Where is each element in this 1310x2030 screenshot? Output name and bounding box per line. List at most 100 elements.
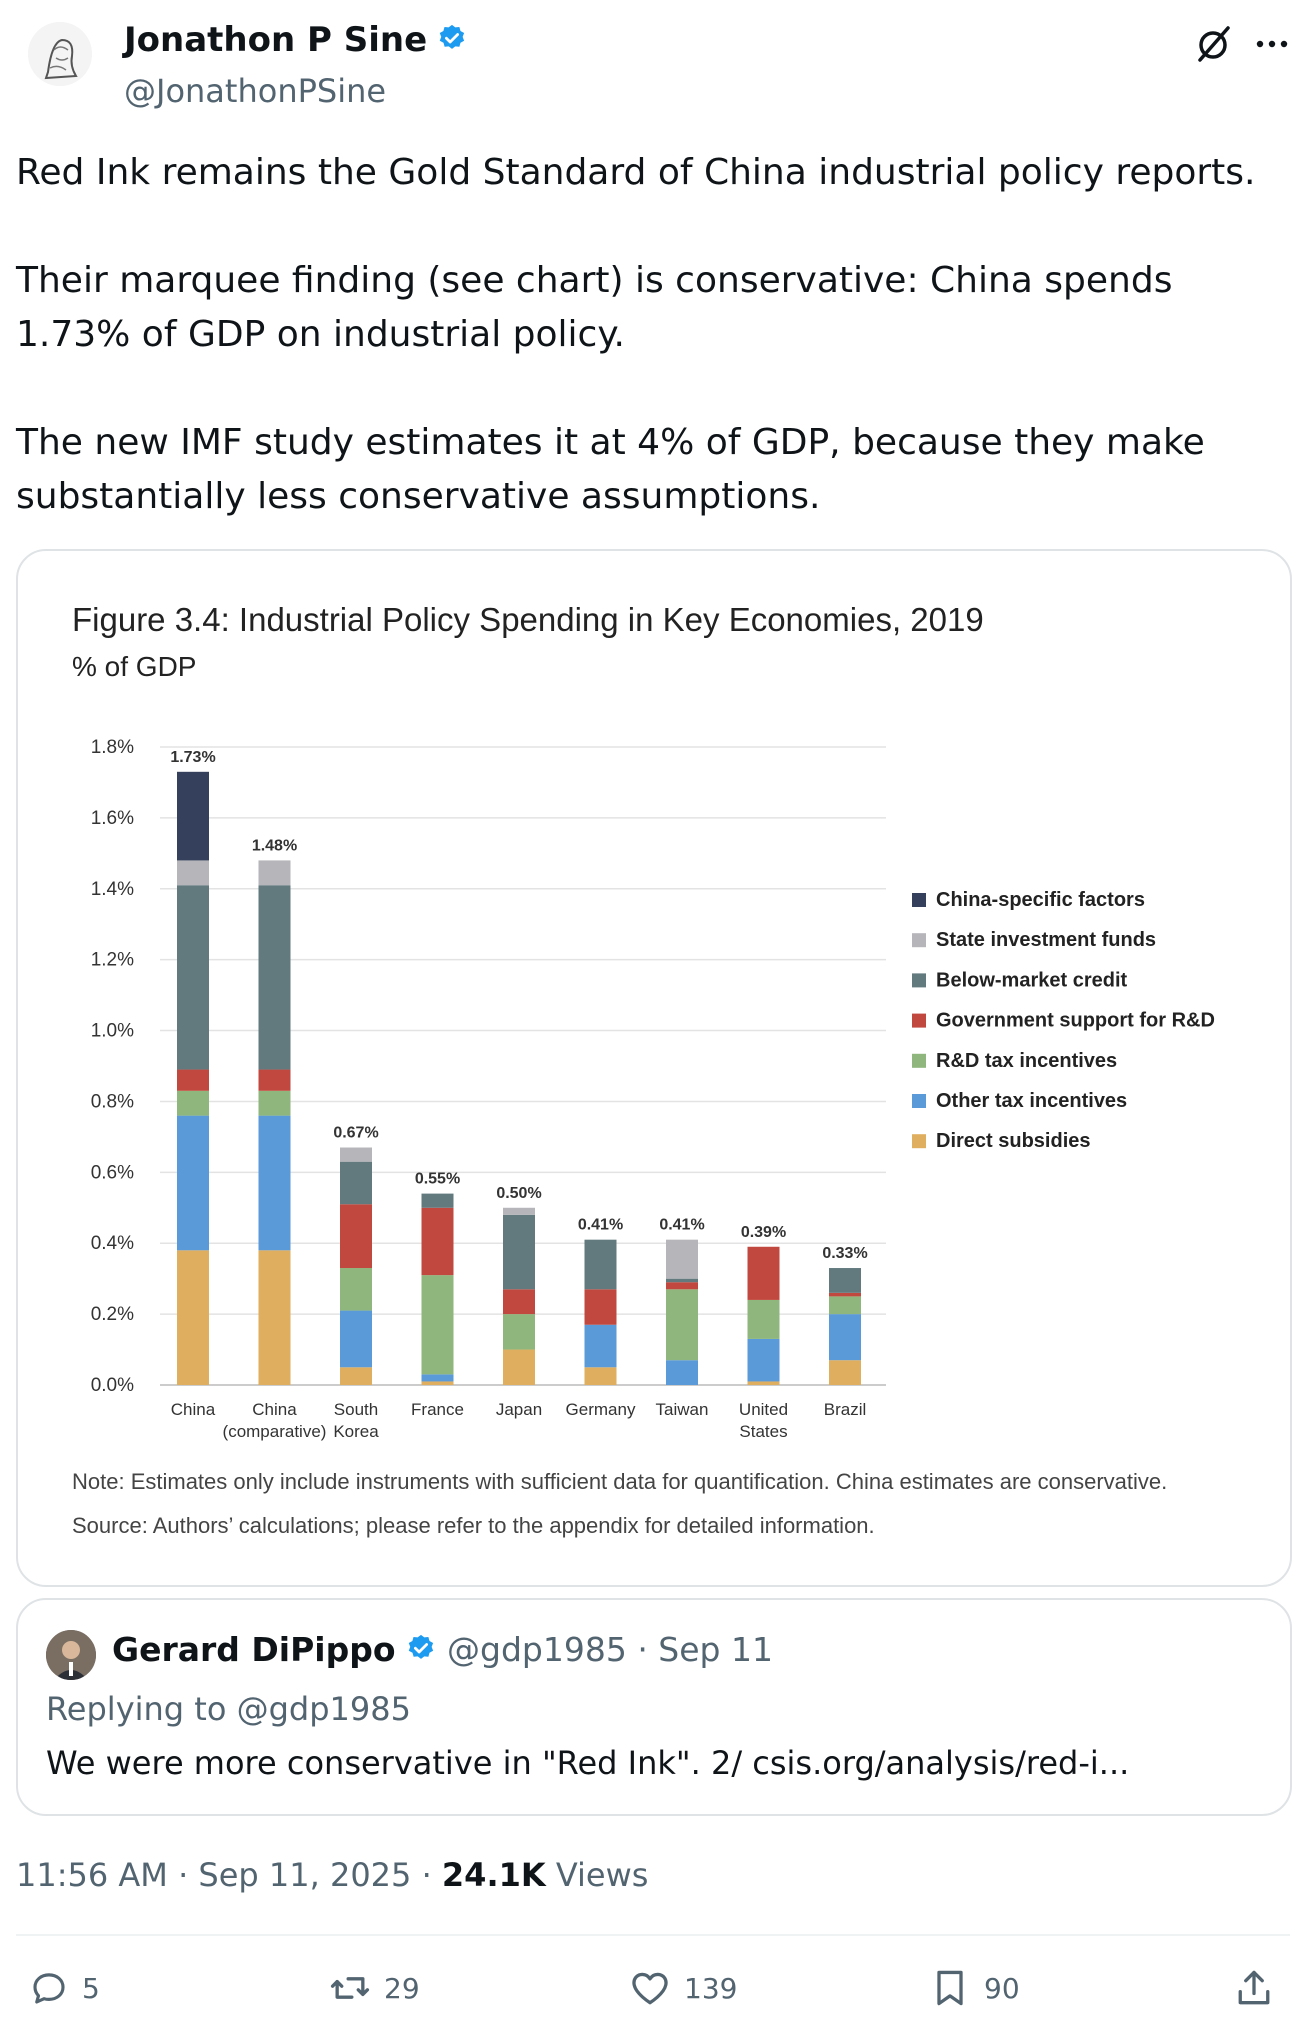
x-tick-label: United xyxy=(739,1400,788,1419)
bar-segment xyxy=(747,1246,780,1300)
reply-button[interactable]: 5 xyxy=(28,1962,100,2014)
author-handle[interactable]: @JonathonPSine xyxy=(124,72,387,110)
quoted-avatar[interactable] xyxy=(46,1630,96,1680)
bar-total-label: 1.48% xyxy=(252,837,297,854)
bar-segment xyxy=(747,1381,780,1385)
legend-swatch xyxy=(912,973,926,988)
bar-segment xyxy=(340,1268,372,1311)
bar-segment xyxy=(258,1069,291,1091)
bar-segment xyxy=(258,885,291,1070)
bar-segment xyxy=(503,1207,535,1215)
bar-segment xyxy=(747,1299,780,1339)
bar-segment xyxy=(258,1115,291,1251)
author-name-text[interactable]: Jonathon P Sine xyxy=(124,20,428,60)
legend-label: State investment funds xyxy=(936,929,1156,951)
tweet-paragraph: Red Ink remains the Gold Standard of Chi… xyxy=(16,152,1256,193)
x-tick-label: Brazil xyxy=(824,1400,867,1419)
bar-segment xyxy=(829,1292,861,1297)
bar-segment xyxy=(584,1324,617,1368)
x-tick-label: Germany xyxy=(566,1400,636,1419)
y-tick-label: 0.6% xyxy=(91,1162,134,1183)
bar-segment xyxy=(829,1360,861,1385)
bar-segment xyxy=(503,1314,535,1350)
x-tick-label: China xyxy=(171,1400,216,1419)
bookmark-icon xyxy=(937,1970,963,2006)
reply-count: 5 xyxy=(82,1971,100,2005)
legend-label: R&D tax incentives xyxy=(936,1050,1117,1072)
bar-total-label: 0.41% xyxy=(659,1217,704,1234)
bar-segment xyxy=(258,1090,291,1116)
legend-label: Direct subsidies xyxy=(936,1130,1091,1152)
grok-icon[interactable] xyxy=(1192,22,1236,66)
bar-segment xyxy=(177,771,209,861)
bar-total-label: 1.73% xyxy=(170,749,215,766)
bar-total-label: 0.50% xyxy=(496,1185,541,1202)
bar-segment xyxy=(666,1289,698,1361)
repost-button[interactable]: 29 xyxy=(328,1962,420,2014)
author-avatar[interactable] xyxy=(28,22,92,86)
x-tick-label: (comparative) xyxy=(223,1422,327,1441)
bar-segment xyxy=(503,1289,535,1315)
chart-note: Note: Estimates only include instruments… xyxy=(72,1469,1168,1494)
bar-segment xyxy=(340,1367,372,1385)
bar-segment xyxy=(258,1250,291,1385)
y-tick-label: 1.6% xyxy=(91,808,134,829)
y-tick-label: 0.4% xyxy=(91,1233,134,1254)
bar-segment xyxy=(666,1282,698,1290)
bar-segment xyxy=(421,1207,454,1276)
bar-segment xyxy=(340,1310,372,1368)
views-label: Views xyxy=(545,1856,649,1894)
heart-icon xyxy=(632,1972,668,2005)
more-options-icon[interactable] xyxy=(1252,24,1292,64)
chart-subtitle: % of GDP xyxy=(72,651,197,682)
bar-segment xyxy=(258,860,291,886)
bar-segment xyxy=(829,1268,861,1293)
bookmark-button[interactable]: 90 xyxy=(928,1962,1020,2014)
legend-swatch xyxy=(912,893,926,907)
x-tick-label: States xyxy=(739,1422,787,1441)
author-name[interactable]: Jonathon P Sine xyxy=(124,20,467,62)
bar-segment xyxy=(421,1374,454,1382)
bar-segment xyxy=(666,1239,698,1279)
quoted-replying-to[interactable]: Replying to @gdp1985 xyxy=(46,1690,411,1728)
share-icon xyxy=(1238,1970,1270,2005)
quoted-text: We were more conservative in "Red Ink". … xyxy=(46,1744,1130,1782)
quoted-tweet[interactable]: Gerard DiPippo @gdp1985 · Sep 11 Replyin… xyxy=(16,1598,1292,1816)
tweet-meta: 11:56 AM · Sep 11, 2025 · 24.1K Views xyxy=(16,1856,648,1894)
y-tick-label: 0.8% xyxy=(91,1091,134,1112)
tweet-timestamp[interactable]: 11:56 AM · Sep 11, 2025 · xyxy=(16,1856,442,1894)
bar-segment xyxy=(177,860,209,886)
tweet-paragraph: The new IMF study estimates it at 4% of … xyxy=(16,422,1205,517)
bar-segment xyxy=(340,1147,372,1162)
bar-segment xyxy=(340,1204,372,1269)
legend-label: Below-market credit xyxy=(936,969,1128,991)
quoted-author-name[interactable]: Gerard DiPippo xyxy=(112,1630,396,1669)
x-tick-label: China xyxy=(252,1400,297,1419)
y-tick-label: 1.8% xyxy=(91,737,134,758)
bar-segment xyxy=(177,885,209,1070)
x-tick-label: France xyxy=(411,1400,464,1419)
legend-label: Other tax incentives xyxy=(936,1090,1127,1112)
x-tick-label: Taiwan xyxy=(656,1400,709,1419)
legend-swatch xyxy=(912,1094,926,1108)
share-button[interactable] xyxy=(1232,1962,1288,2014)
bar-total-label: 0.33% xyxy=(822,1245,867,1262)
bar-segment xyxy=(747,1338,780,1382)
y-tick-label: 1.0% xyxy=(91,1021,134,1042)
quoted-author[interactable]: Gerard DiPippo @gdp1985 · Sep 11 xyxy=(112,1630,773,1671)
bar-segment xyxy=(177,1250,209,1385)
bar-segment xyxy=(503,1349,535,1385)
x-tick-label: South xyxy=(334,1400,378,1419)
stacked-bar-chart: 0.0% 0.2% 0.4% 0.6% 0.8% 1.0% 1.2% 1.4% 1.6% 1.8%… xyxy=(91,737,1215,1441)
like-button[interactable]: 139 xyxy=(628,1962,737,2014)
bar-segment xyxy=(666,1278,698,1283)
bar-segment xyxy=(340,1161,372,1205)
bar-segment xyxy=(177,1090,209,1116)
legend-swatch xyxy=(912,933,926,948)
legend-swatch xyxy=(912,1134,926,1149)
bar-segment xyxy=(421,1381,454,1385)
tweet-image-chart[interactable]: Figure 3.4: Industrial Policy Spending i… xyxy=(16,549,1292,1587)
verified-badge-icon xyxy=(406,1632,436,1671)
views-count: 24.1K xyxy=(441,1856,546,1894)
bar-total-label: 0.39% xyxy=(741,1224,786,1241)
